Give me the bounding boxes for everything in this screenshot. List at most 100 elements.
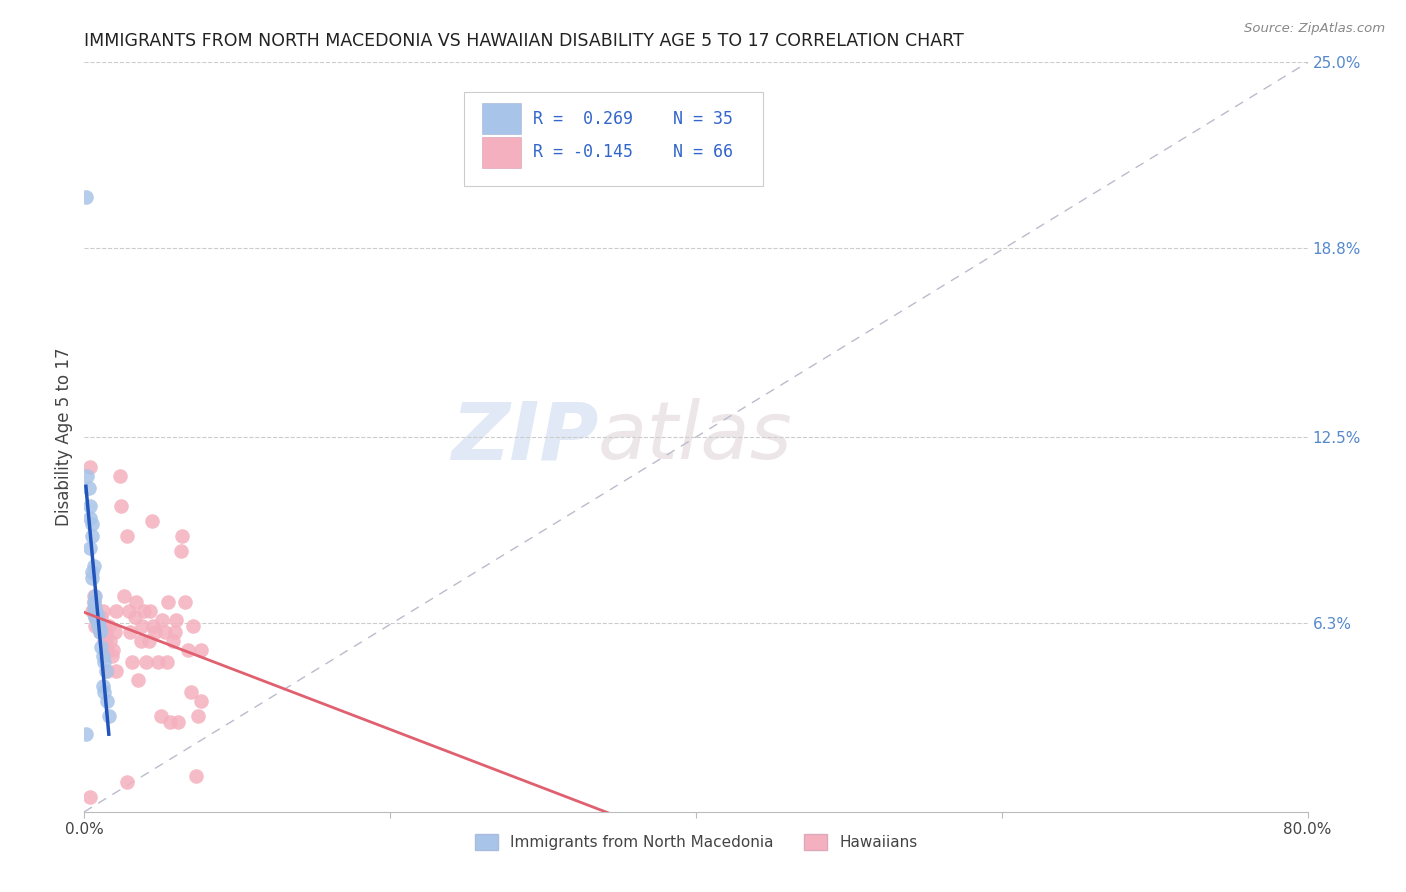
- Point: [121, 655, 143, 669]
- FancyBboxPatch shape: [482, 136, 522, 168]
- Point: [186, 708, 208, 723]
- Point: [180, 685, 202, 699]
- Point: [115, 774, 138, 789]
- Point: [75, 727, 97, 741]
- Point: [166, 714, 188, 729]
- Point: [79, 541, 101, 555]
- Point: [174, 595, 197, 609]
- Point: [96, 643, 118, 657]
- Point: [146, 655, 169, 669]
- Point: [149, 708, 172, 723]
- Point: [79, 499, 101, 513]
- Point: [105, 664, 128, 678]
- Point: [96, 664, 118, 678]
- Point: [165, 613, 187, 627]
- Point: [96, 694, 118, 708]
- Point: [93, 655, 115, 669]
- Point: [138, 633, 160, 648]
- Point: [90, 610, 112, 624]
- Point: [172, 529, 194, 543]
- Point: [181, 619, 204, 633]
- Point: [77, 481, 100, 495]
- Point: [115, 529, 138, 543]
- Point: [83, 589, 105, 603]
- Text: R =  0.269    N = 35: R = 0.269 N = 35: [533, 110, 734, 128]
- Point: [86, 607, 108, 621]
- Point: [86, 610, 108, 624]
- Point: [80, 516, 103, 531]
- Point: [139, 604, 162, 618]
- Point: [79, 789, 101, 804]
- FancyBboxPatch shape: [482, 103, 522, 135]
- Point: [84, 601, 107, 615]
- Point: [83, 601, 105, 615]
- Point: [108, 469, 131, 483]
- Point: [83, 595, 105, 609]
- Point: [170, 544, 193, 558]
- Point: [91, 679, 114, 693]
- Point: [84, 589, 107, 603]
- Point: [103, 643, 125, 657]
- Point: [98, 633, 121, 648]
- FancyBboxPatch shape: [464, 93, 763, 186]
- Point: [93, 619, 115, 633]
- Point: [142, 619, 165, 633]
- Point: [87, 615, 110, 630]
- Point: [93, 685, 115, 699]
- Point: [97, 708, 120, 723]
- Text: atlas: atlas: [598, 398, 793, 476]
- Point: [94, 624, 117, 639]
- Point: [86, 613, 108, 627]
- Point: [131, 619, 153, 633]
- Y-axis label: Disability Age 5 to 17: Disability Age 5 to 17: [55, 348, 73, 526]
- Point: [94, 633, 117, 648]
- Text: IMMIGRANTS FROM NORTH MACEDONIA VS HAWAIIAN DISABILITY AGE 5 TO 17 CORRELATION C: IMMIGRANTS FROM NORTH MACEDONIA VS HAWAI…: [84, 32, 965, 50]
- Point: [89, 624, 111, 639]
- Point: [87, 615, 110, 630]
- Point: [105, 604, 128, 618]
- Point: [76, 469, 98, 483]
- Point: [83, 558, 105, 573]
- Point: [104, 624, 127, 639]
- Point: [143, 624, 166, 639]
- Point: [163, 624, 186, 639]
- Point: [80, 565, 103, 579]
- Point: [162, 633, 184, 648]
- Point: [101, 648, 124, 663]
- Point: [91, 648, 114, 663]
- Point: [118, 604, 141, 618]
- Point: [75, 190, 97, 204]
- Point: [91, 604, 114, 618]
- Point: [112, 589, 135, 603]
- Point: [124, 610, 146, 624]
- Point: [156, 655, 179, 669]
- Point: [84, 607, 107, 621]
- Point: [184, 769, 207, 783]
- Point: [80, 571, 103, 585]
- Point: [155, 624, 177, 639]
- Point: [80, 529, 103, 543]
- Point: [177, 643, 200, 657]
- Point: [190, 694, 212, 708]
- Point: [84, 610, 107, 624]
- Point: [87, 619, 110, 633]
- Point: [110, 499, 132, 513]
- Point: [90, 640, 112, 654]
- Point: [79, 460, 101, 475]
- Point: [94, 664, 117, 678]
- Point: [84, 610, 107, 624]
- Point: [159, 714, 181, 729]
- Point: [157, 595, 180, 609]
- Point: [129, 633, 152, 648]
- Point: [125, 595, 148, 609]
- Point: [93, 633, 115, 648]
- Point: [120, 624, 142, 639]
- Point: [132, 604, 155, 618]
- Point: [89, 624, 111, 639]
- Point: [87, 619, 110, 633]
- Point: [80, 604, 103, 618]
- Point: [89, 622, 111, 636]
- Point: [190, 643, 212, 657]
- Point: [84, 619, 107, 633]
- Point: [83, 595, 105, 609]
